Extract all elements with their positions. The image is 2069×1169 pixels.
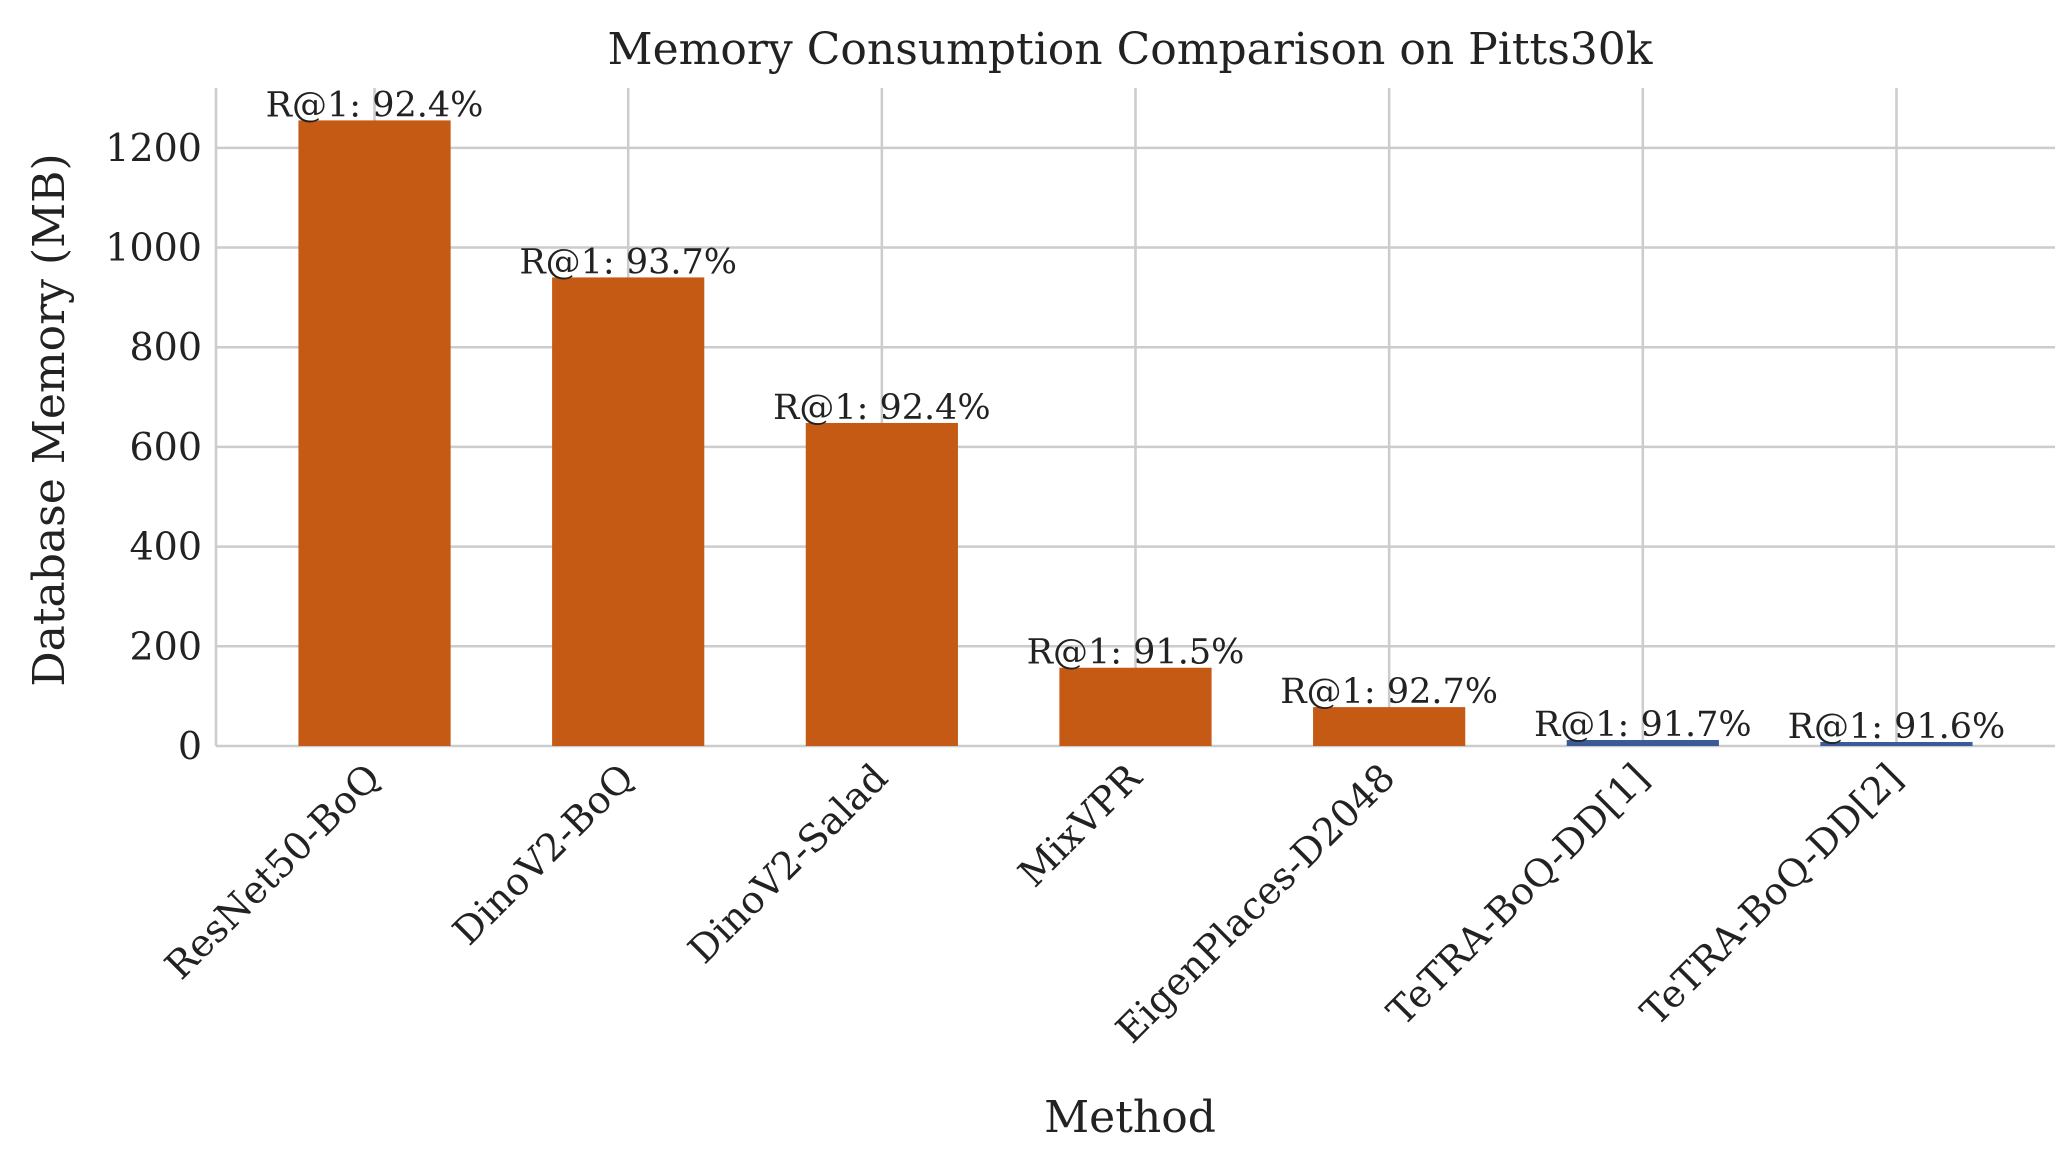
x-tick-label: EigenPlaces-D2048: [1107, 755, 1403, 1051]
y-tick-label: 1000: [105, 226, 202, 270]
bar: [1566, 740, 1719, 746]
y-tick-label: 600: [129, 425, 202, 469]
bar-value-label: R@1: 92.4%: [773, 388, 991, 428]
bar: [552, 277, 705, 746]
bar-labels: R@1: 92.4% R@1: 93.7% R@1: 92.4% R@1: 91.5%…: [266, 85, 2006, 747]
bar-value-label: R@1: 92.4%: [266, 85, 484, 125]
y-tick-labels: 0 200 400 600 800 1000 1200: [105, 126, 202, 768]
y-tick-label: 1200: [105, 126, 202, 170]
y-tick-label: 800: [129, 325, 202, 369]
y-axis-title: Database Memory (MB): [24, 153, 75, 686]
y-tick-label: 200: [129, 624, 202, 668]
x-tick-label: MixVPR: [1010, 754, 1151, 895]
bar-value-label: R@1: 91.5%: [1027, 633, 1245, 673]
x-tick-label: ResNet50-BoQ: [156, 755, 388, 987]
bar: [1059, 667, 1212, 746]
bar: [805, 422, 958, 746]
bar: [1820, 742, 1973, 746]
bar: [1313, 707, 1466, 746]
x-tick-label: TeTRA-BoQ-DD[1]: [1379, 755, 1658, 1034]
x-tick-label: TeTRA-BoQ-DD[2]: [1632, 755, 1911, 1034]
grid-lines: [216, 88, 2055, 746]
bar: [298, 120, 451, 747]
y-tick-label: 400: [129, 525, 202, 569]
chart-title: Memory Consumption Comparison on Pitts30…: [608, 24, 1653, 75]
x-tick-label: DinoV2-Salad: [680, 755, 897, 972]
bar-value-label: R@1: 91.7%: [1534, 705, 1752, 745]
bar-value-label: R@1: 91.6%: [1788, 707, 2006, 747]
x-axis-title: Method: [1044, 1092, 1216, 1143]
x-tick-label: DinoV2-BoQ: [444, 755, 642, 953]
y-tick-label: 0: [178, 724, 202, 768]
bars: [298, 120, 1973, 747]
bar-value-label: R@1: 92.7%: [1280, 672, 1498, 712]
x-tick-labels: ResNet50-BoQ DinoV2-BoQ DinoV2-Salad MixVPR…: [156, 754, 1910, 1051]
bar-value-label: R@1: 93.7%: [519, 242, 737, 282]
